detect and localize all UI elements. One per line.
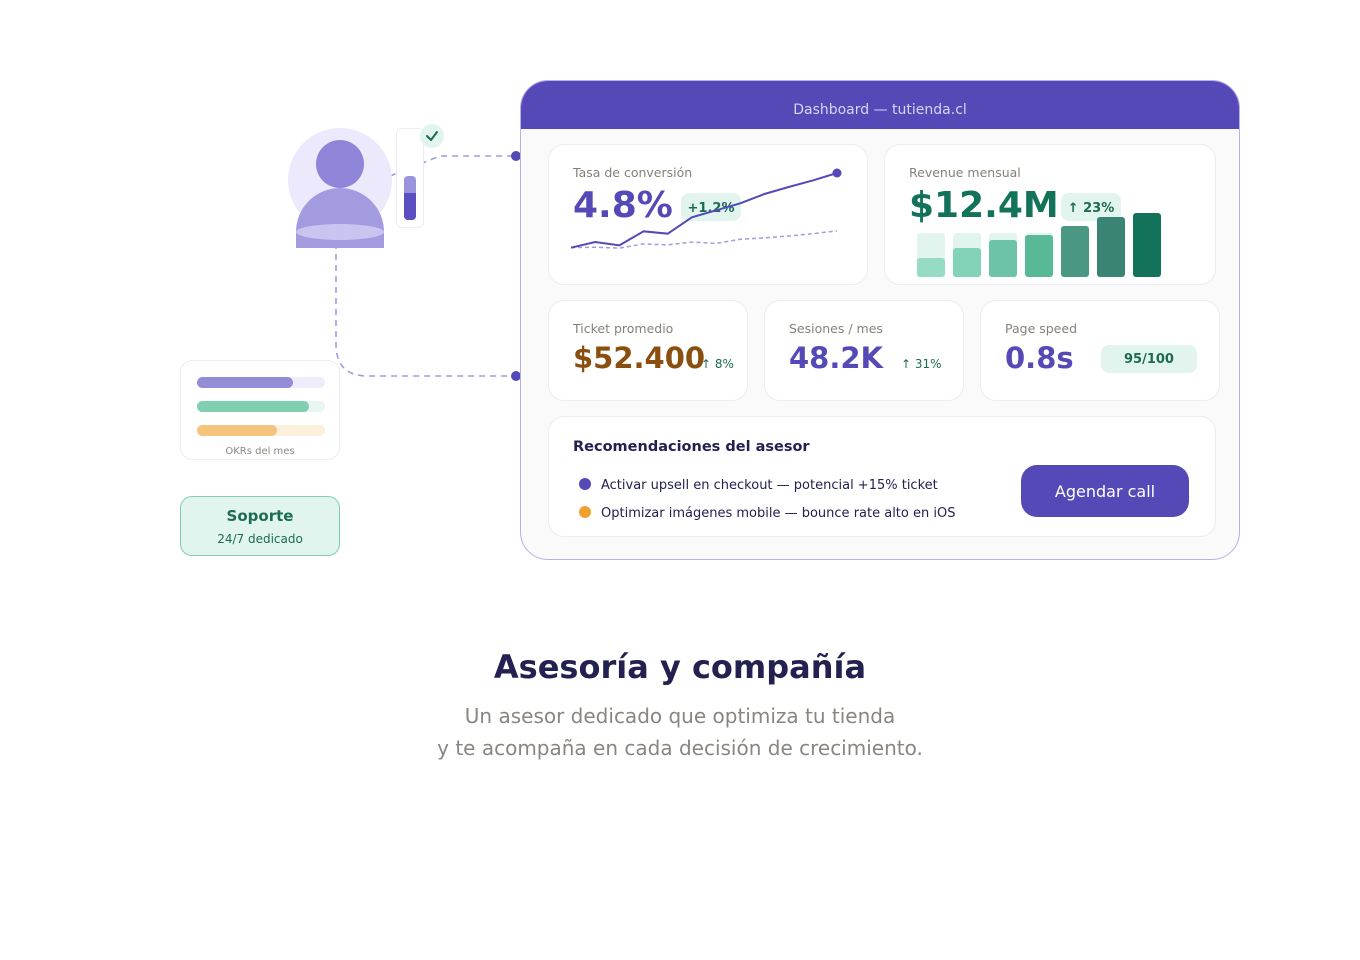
connector-bottom [335, 232, 516, 377]
page-speed-score-badge: 95/100 [1101, 345, 1197, 373]
conversion-baseline-line [570, 230, 838, 249]
recommendation-text: Optimizar imágenes mobile — bounce rate … [601, 506, 956, 521]
okr-bar-3 [197, 425, 325, 436]
ticket-label: Ticket promedio [573, 321, 674, 336]
recommendations-card: Recomendaciones del asesor Activar upsel… [548, 416, 1216, 537]
conversion-trend-chart [570, 168, 842, 249]
revenue-value: $12.4M [909, 185, 1059, 226]
ticket-delta: ↑ 8% [701, 357, 734, 371]
ticket-value: $52.400 [573, 341, 706, 375]
conversion-trend-endpoint [832, 168, 842, 178]
support-title: Soporte [226, 507, 294, 525]
sessions-label: Sesiones / mes [789, 321, 883, 336]
avatar-head [316, 140, 364, 188]
page-speed-card: Page speed 0.8s 95/100 [980, 300, 1220, 401]
revenue-bar [1097, 217, 1125, 277]
recommendation-dot [579, 478, 591, 490]
revenue-bar [1133, 213, 1161, 277]
sessions-delta: ↑ 31% [901, 357, 942, 371]
revenue-delta-badge: ↑ 23% [1061, 193, 1121, 221]
okr-bar-2-fill [197, 401, 309, 412]
revenue-bar [989, 240, 1017, 277]
avatar-shadow [296, 224, 384, 240]
recommendations-title: Recomendaciones del asesor [573, 439, 810, 455]
hero-title: Asesoría y compañía [493, 648, 867, 686]
okr-label: OKRs del mes [225, 446, 295, 457]
sessions-value: 48.2K [789, 341, 884, 375]
revenue-label: Revenue mensual [909, 165, 1021, 180]
okr-bar-1-fill [197, 377, 293, 388]
dashboard-title: Dashboard — tutienda.cl [521, 81, 1239, 129]
revenue-bar [953, 248, 981, 277]
conversion-card: Tasa de conversión 4.8% +1.2% [548, 144, 868, 285]
recommendation-dot [579, 506, 591, 518]
conversion-trend-line [570, 172, 838, 249]
ticket-card: Ticket promedio $52.400 ↑ 8% [548, 300, 748, 401]
check-icon [420, 124, 444, 148]
recommendation-text: Activar upsell en checkout — potencial +… [601, 478, 938, 493]
conversion-label: Tasa de conversión [573, 165, 693, 180]
conversion-value: 4.8% [573, 185, 673, 226]
revenue-bar [917, 258, 945, 277]
hero-subtitle-line-1: Un asesor dedicado que optimiza tu tiend… [464, 704, 896, 728]
schedule-call-button[interactable]: Agendar call [1021, 465, 1189, 517]
revenue-card: Revenue mensual $12.4M ↑ 23% [884, 144, 1216, 285]
connector-bottom-dot [511, 371, 521, 381]
recommendation-item: Activar upsell en checkout — potencial +… [579, 478, 938, 493]
page-speed-value: 0.8s [1005, 341, 1074, 375]
okr-bar-3-fill [197, 425, 277, 436]
okr-card: OKRs del mes [180, 360, 340, 460]
page-speed-label: Page speed [1005, 321, 1077, 336]
advisor-progress-bar [404, 176, 416, 220]
hero-subtitle-line-2: y te acompaña en cada decisión de crecim… [437, 736, 923, 760]
okr-bar-1 [197, 377, 325, 388]
dashboard-window: Dashboard — tutienda.cl Tasa de conversi… [520, 80, 1240, 560]
support-subtitle: 24/7 dedicado [217, 532, 303, 546]
okr-bar-2 [197, 401, 325, 412]
recommendation-item: Optimizar imágenes mobile — bounce rate … [579, 506, 955, 521]
revenue-bar [1025, 235, 1053, 277]
connector-top-dot [511, 151, 521, 161]
support-card: Soporte 24/7 dedicado [180, 496, 340, 556]
sessions-card: Sesiones / mes 48.2K ↑ 31% [764, 300, 964, 401]
connector-top [389, 155, 516, 177]
revenue-bar [1061, 226, 1089, 277]
advisor-progress-fill [404, 192, 416, 220]
